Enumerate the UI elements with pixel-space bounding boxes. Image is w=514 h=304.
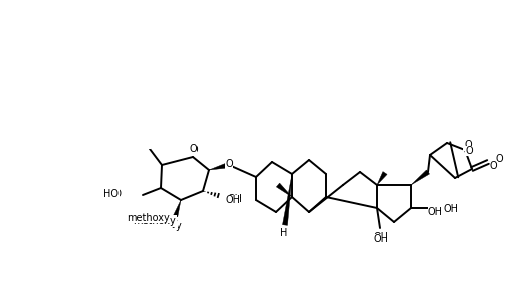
Text: methoxy: methoxy [135,218,177,228]
Text: OH: OH [374,232,389,242]
Text: O: O [464,140,472,150]
Text: OH: OH [444,204,459,214]
Text: O: O [189,144,197,154]
Text: O: O [496,154,504,164]
Text: O: O [465,146,473,156]
Text: O: O [490,161,498,171]
Text: HO: HO [104,189,119,199]
Polygon shape [411,170,430,185]
Text: H: H [280,229,288,239]
Text: HO: HO [103,189,118,199]
Polygon shape [209,162,230,170]
Text: OH: OH [225,195,240,205]
Text: H: H [280,228,288,238]
Polygon shape [377,172,387,185]
Text: OH: OH [428,207,443,217]
Text: O: O [190,145,198,155]
Text: HO: HO [107,189,122,199]
Text: OH: OH [374,234,389,244]
Text: OH: OH [228,194,243,204]
Text: O: O [225,159,233,169]
Polygon shape [277,183,292,197]
Polygon shape [173,200,181,219]
Text: methoxy: methoxy [126,213,170,223]
Text: methoxy: methoxy [134,216,176,226]
Text: O: O [190,145,198,155]
Text: methoxy: methoxy [139,221,181,231]
Polygon shape [283,174,292,225]
